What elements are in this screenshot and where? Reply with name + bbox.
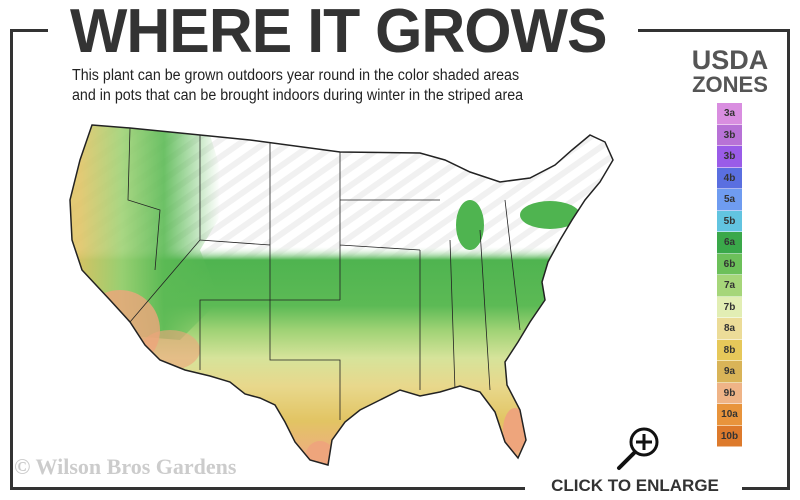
copyright-watermark: © Wilson Bros Gardens [14, 454, 237, 479]
frame-top-right [638, 29, 790, 32]
subtitle: This plant can be grown outdoors year ro… [72, 66, 587, 106]
legend-zone-8a: 8a [717, 318, 742, 340]
zone-legend: 3a 3b 3b 4b 5a 5b 6a 6b 7a 7b 8a 8b 9a 9b 10a 10b [717, 103, 742, 447]
legend-zone-4b: 4b [717, 167, 742, 189]
zoom-in-magnifier-icon[interactable] [610, 425, 666, 481]
legend-zone-8b: 8b [717, 339, 742, 361]
legend-zone-6b: 6b [717, 253, 742, 275]
legend-title-line-2: ZONES [692, 72, 768, 97]
legend-title-line-1: USDA [691, 45, 769, 75]
subtitle-line-1: This plant can be grown outdoors year ro… [72, 67, 520, 84]
legend-zone-10b: 10b [717, 425, 742, 447]
frame-top-left [10, 29, 48, 32]
legend-zone-3b: 3b [717, 146, 742, 168]
legend-zone-5a: 5a [717, 189, 742, 211]
frame-bottom-left [10, 487, 525, 490]
subtitle-line-2: and in pots that can be brought indoors … [72, 87, 524, 104]
page-title: WHERE IT GROWS [70, 0, 607, 66]
state-borders [127, 127, 521, 420]
legend-zone-7b: 7b [717, 296, 742, 318]
legend-zone-9a: 9a [717, 361, 742, 383]
legend-zone-5b: 5b [717, 210, 742, 232]
frame-left [10, 29, 13, 490]
click-to-enlarge-button[interactable]: CLICK TO ENLARGE [551, 476, 719, 495]
frame-bottom-right [742, 487, 790, 490]
legend-zone-6a: 6a [717, 232, 742, 254]
legend-title: USDA ZONES [680, 46, 780, 96]
legend-zone-10a: 10a [717, 404, 742, 426]
legend-zone-7a: 7a [717, 275, 742, 297]
legend-zone-3a: 3a [717, 103, 742, 125]
legend-zone-9b: 9b [717, 382, 742, 404]
frame-right [787, 29, 790, 490]
legend-zone-3b: 3b [717, 124, 742, 146]
